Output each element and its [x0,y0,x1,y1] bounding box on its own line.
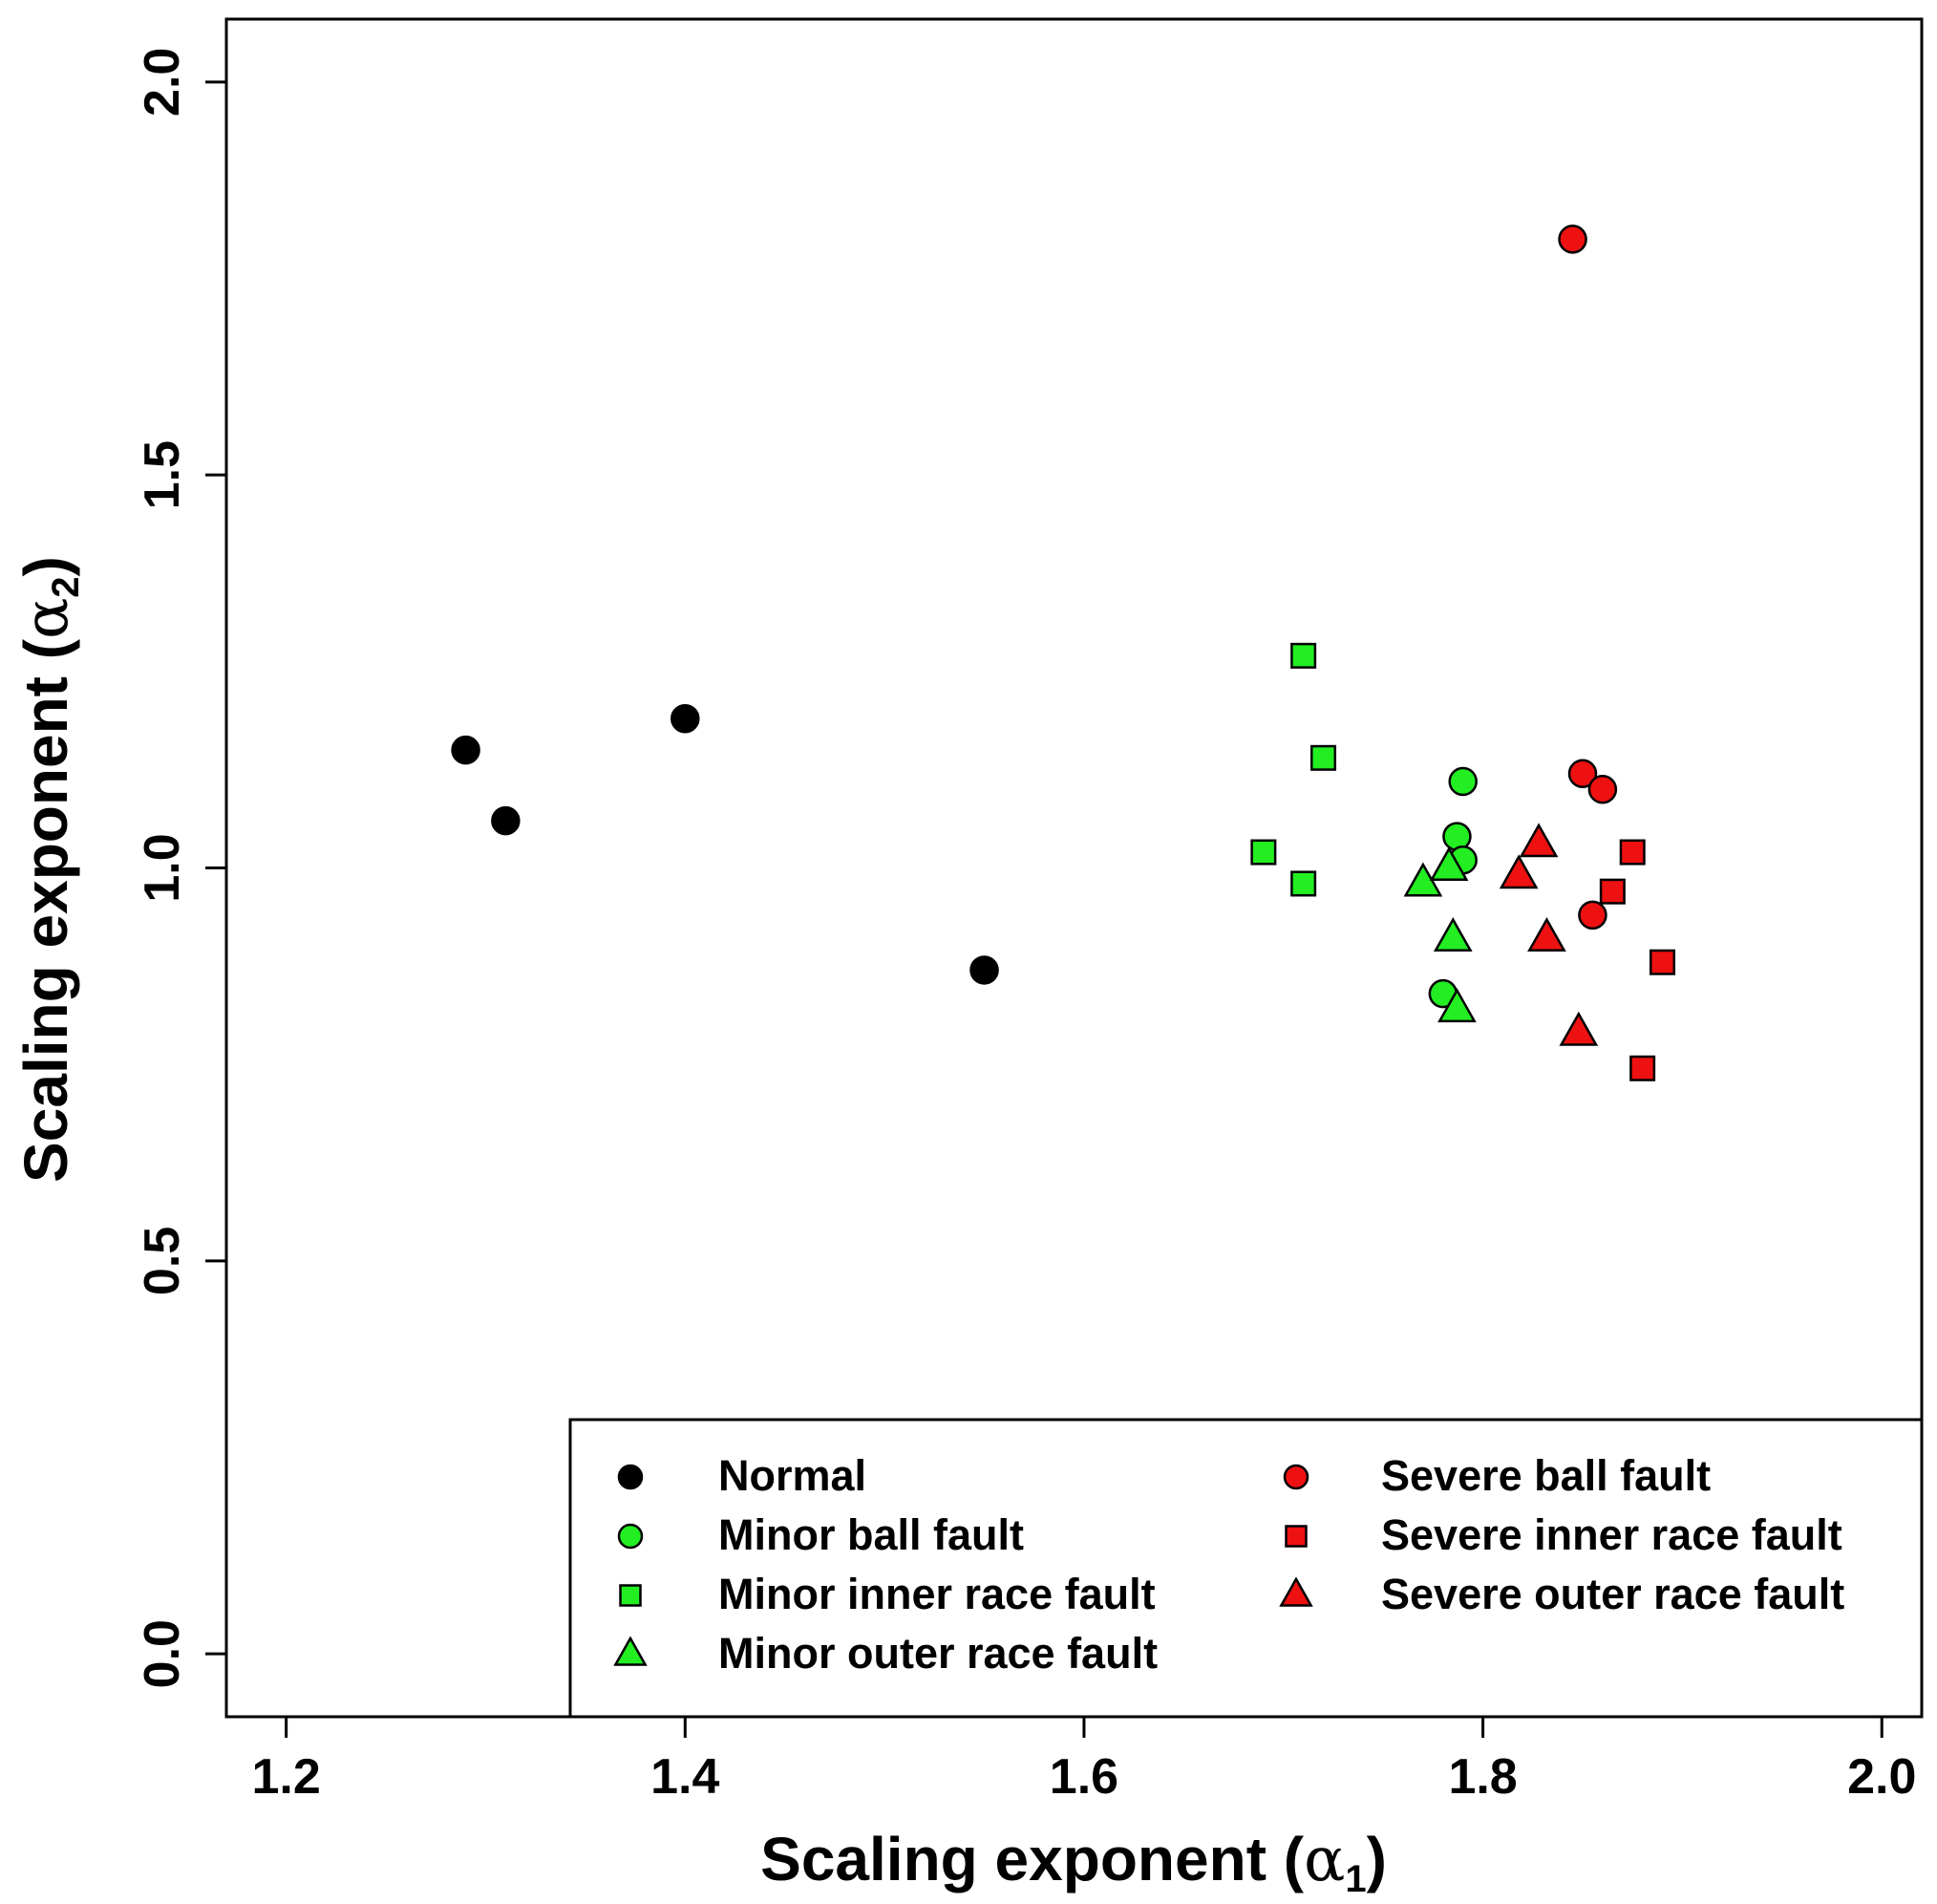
data-point [1519,823,1559,858]
data-point [1559,1011,1599,1046]
y-axis: 0.0 0.5 1.0 1.5 2.0 [135,48,228,1688]
y-tick-label: 0.5 [135,1227,190,1295]
series-minor-inner-race-fault [1250,642,1337,897]
legend-label-minor-outer-race-fault: Minor outer race fault [718,1629,1158,1678]
legend-label-severe-outer-race-fault: Severe outer race fault [1381,1570,1844,1618]
data-point [1437,988,1477,1023]
data-point [1310,744,1337,771]
y-tick-label: 0.0 [135,1619,190,1688]
data-point [1578,900,1607,931]
series-minor-outer-race-fault [1403,845,1477,1023]
legend-marker-severe-inner-race-fault [1285,1525,1308,1548]
data-point [670,703,700,734]
legend-marker-severe-outer-race-fault [1279,1576,1313,1607]
legend-marker-minor-ball-fault [617,1523,644,1550]
data-point [1567,759,1598,789]
x-axis-title: Scaling exponent (α1) [760,1825,1387,1900]
y-axis-title-symbol: α [11,598,82,639]
data-point [1429,845,1469,881]
legend: Normal Minor ball fault Minor inner race f… [568,1418,1924,1719]
series-severe-outer-race-fault [1499,823,1599,1046]
x-tick-label: 1.8 [1448,1749,1517,1805]
legend-marker-minor-inner-race-fault [619,1584,642,1607]
legend-label-minor-inner-race-fault: Minor inner race fault [718,1570,1156,1618]
x-tick-label: 1.2 [251,1749,320,1805]
data-point [1619,839,1646,866]
data-point [1290,642,1317,669]
data-point [1587,774,1618,804]
data-point [1433,917,1473,952]
series-normal [451,703,999,985]
x-axis-title-main: Scaling exponent ( [760,1825,1305,1893]
data-point [1629,1055,1656,1081]
x-axis-title-sub: 1 [1345,1858,1366,1900]
series-severe-inner-race-fault [1599,839,1676,1081]
data-point [1650,949,1676,975]
data-point [1250,839,1277,866]
x-axis-title-symbol: α [1304,1825,1345,1895]
data-point [1527,917,1566,952]
data-point [1442,822,1472,851]
x-axis: 1.2 1.4 1.6 1.8 2.0 [251,1715,1916,1805]
data-points [451,225,1676,1081]
y-tick-label: 2.0 [135,48,190,117]
y-tick-label: 1.5 [135,440,190,509]
data-point [1290,870,1317,897]
data-point [1558,225,1587,254]
legend-label-normal: Normal [718,1451,866,1500]
series-severe-ball-fault [1558,225,1618,931]
data-point [969,955,999,985]
legend-label-minor-ball-fault: Minor ball fault [718,1510,1024,1559]
x-axis-title-close: ) [1367,1825,1387,1893]
data-point [451,735,480,765]
x-tick-label: 2.0 [1847,1749,1916,1805]
series-minor-ball-fault [1428,766,1478,1009]
y-axis-title-main: Scaling exponent ( [11,638,80,1183]
legend-marker-normal [617,1464,644,1490]
y-axis-title-sub: 2 [45,576,87,597]
legend-box [568,1418,1924,1719]
y-axis-title-close: ) [11,556,80,576]
x-tick-label: 1.4 [650,1749,719,1805]
legend-label-severe-inner-race-fault: Severe inner race fault [1381,1510,1842,1559]
legend-marker-severe-ball-fault [1283,1464,1309,1490]
legend-marker-minor-outer-race-fault [613,1636,648,1666]
y-tick-label: 1.0 [135,833,190,902]
legend-label-severe-ball-fault: Severe ball fault [1381,1451,1711,1500]
data-point [1599,878,1626,905]
data-point [1499,854,1539,889]
x-tick-label: 1.6 [1050,1749,1118,1805]
data-point [491,805,521,836]
y-axis-title: Scaling exponent (α2) [11,556,87,1183]
data-point [1448,766,1478,797]
